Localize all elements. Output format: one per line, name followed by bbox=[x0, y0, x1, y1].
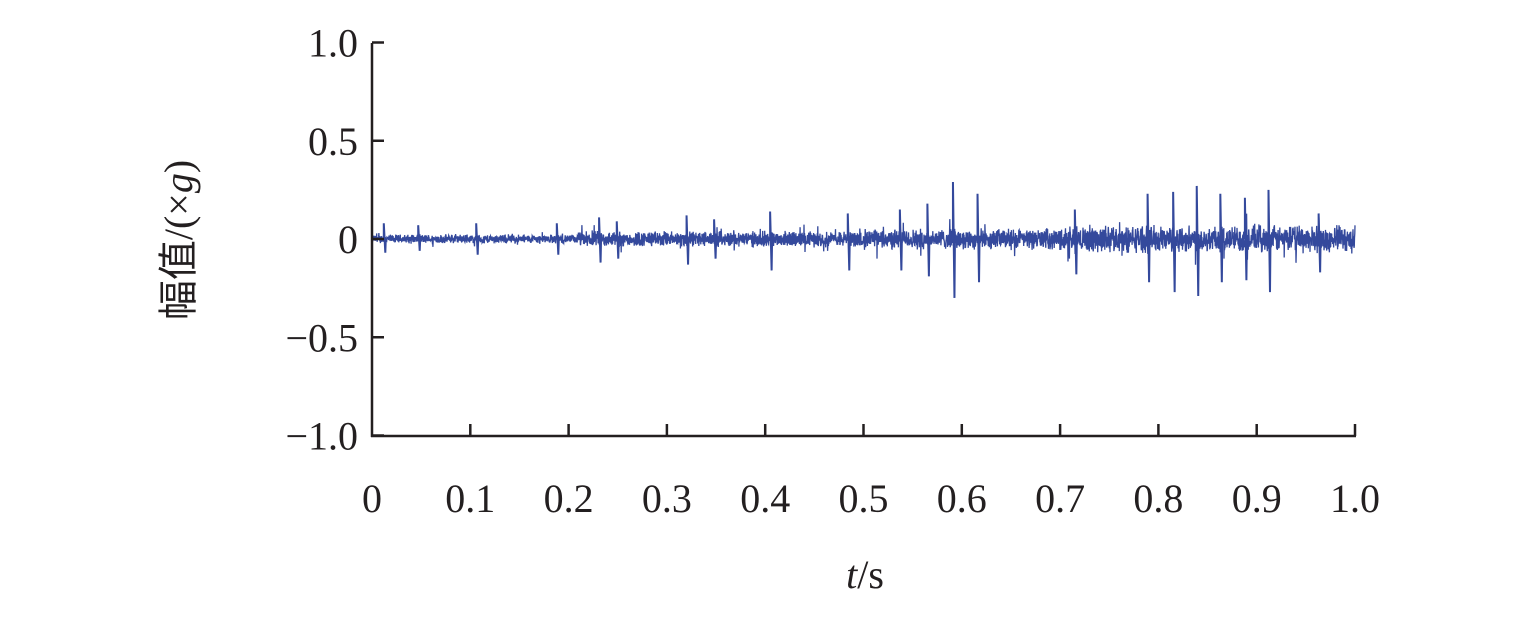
y-axis-var: g bbox=[156, 173, 201, 193]
x-tick-label: 0.5 bbox=[839, 476, 889, 521]
signal-peak bbox=[976, 193, 981, 283]
signal-line bbox=[371, 213, 1356, 265]
x-tick-label: 0.2 bbox=[544, 476, 594, 521]
signal-peak bbox=[1267, 189, 1272, 293]
signal-peak bbox=[1195, 185, 1200, 296]
signal-peak bbox=[1317, 213, 1322, 273]
signal-peak bbox=[598, 217, 603, 263]
signal-peak bbox=[1243, 197, 1248, 281]
signal-peak bbox=[769, 211, 774, 271]
x-tick-label: 0.8 bbox=[1133, 476, 1183, 521]
y-tick-label: −1.0 bbox=[285, 414, 358, 459]
x-tick-label: 0.9 bbox=[1232, 476, 1282, 521]
x-axis-title: t/s bbox=[846, 552, 884, 597]
x-tick-label: 0.6 bbox=[937, 476, 987, 521]
y-tick-label: 0.5 bbox=[308, 119, 358, 164]
y-tick-label: −0.5 bbox=[285, 315, 358, 360]
signal-peak bbox=[1219, 193, 1224, 283]
signal-peak bbox=[382, 223, 387, 253]
x-axis-var: t bbox=[846, 552, 858, 597]
signal-peak bbox=[926, 203, 931, 277]
x-axis-unit: /s bbox=[857, 552, 884, 597]
signal-peak bbox=[1172, 191, 1177, 293]
x-tick-label: 0 bbox=[362, 476, 382, 521]
signal-peak bbox=[685, 215, 690, 265]
signal-peak bbox=[417, 225, 422, 251]
y-axis-close: ) bbox=[156, 160, 201, 173]
y-ticks: 1.0 0.5 0 −0.5 −1.0 bbox=[285, 21, 384, 459]
signal-peak bbox=[898, 209, 903, 271]
signal-peak bbox=[846, 213, 851, 271]
signal-peak bbox=[555, 223, 560, 255]
y-axis-title: 幅值/(×g) bbox=[156, 160, 201, 320]
signal-peak bbox=[615, 221, 620, 259]
signal-layer bbox=[371, 182, 1356, 298]
x-tick-label: 0.4 bbox=[740, 476, 790, 521]
y-axis-text: 幅值/(× bbox=[156, 193, 201, 320]
x-ticks: 0 0.1 0.2 0.3 0.4 0.5 0.6 0.7 0.8 0.9 1.0 bbox=[362, 424, 1380, 521]
signal-peak bbox=[1146, 193, 1151, 283]
y-tick-label: 1.0 bbox=[308, 21, 358, 66]
x-tick-label: 1.0 bbox=[1330, 476, 1380, 521]
y-tick-label: 0 bbox=[338, 217, 358, 262]
signal-peak bbox=[951, 182, 956, 298]
signal-peak bbox=[713, 219, 718, 259]
signal-peak bbox=[475, 223, 480, 255]
x-tick-label: 0.3 bbox=[642, 476, 692, 521]
x-tick-label: 0.1 bbox=[445, 476, 495, 521]
signal-peak bbox=[1073, 209, 1078, 275]
x-tick-label: 0.7 bbox=[1035, 476, 1085, 521]
